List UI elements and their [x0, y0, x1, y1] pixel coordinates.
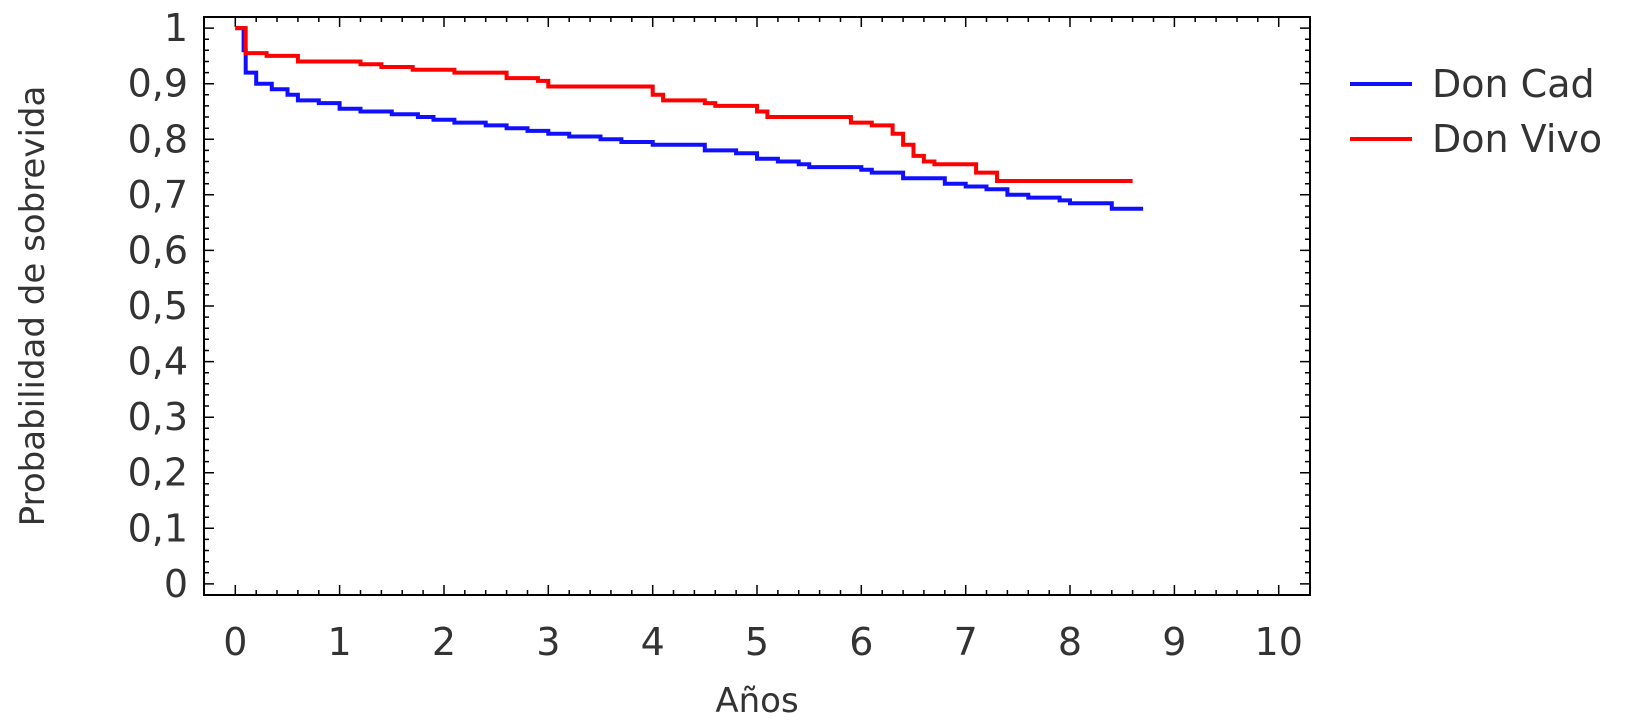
legend: Don Cad Don Vivo [1350, 62, 1602, 161]
x-tick-label: 4 [641, 620, 665, 664]
y-tick-label: 0,2 [128, 451, 188, 495]
x-tick-label: 0 [223, 620, 247, 664]
x-tick-label: 1 [328, 620, 352, 664]
y-tick-label: 0,3 [128, 395, 188, 439]
y-tick-label: 0,6 [128, 228, 188, 272]
y-tick-label: 0,5 [128, 284, 188, 328]
x-tick-label: 5 [745, 620, 769, 664]
x-tick-label: 2 [432, 620, 456, 664]
x-tick-labels: 0 1 2 3 4 5 6 7 8 9 10 [223, 620, 1303, 664]
y-tick-label: 0,7 [128, 173, 188, 217]
series-layer [235, 26, 1144, 211]
axis-tick-marks [204, 17, 1310, 595]
x-tick-label: 10 [1255, 620, 1303, 664]
x-tick-label: 9 [1162, 620, 1186, 664]
x-tick-label: 7 [954, 620, 978, 664]
y-tick-label: 0 [164, 562, 188, 606]
series-line-don-vivo [235, 26, 1133, 183]
series-line-don-cad [235, 26, 1144, 211]
y-tick-label: 0,8 [128, 117, 188, 161]
legend-label: Don Vivo [1432, 117, 1602, 161]
x-tick-label: 3 [536, 620, 560, 664]
legend-label: Don Cad [1432, 62, 1595, 106]
plot-frame [203, 16, 1311, 596]
x-tick-label: 6 [849, 620, 873, 664]
y-tick-label: 1 [164, 6, 188, 50]
y-axis-title: Probabilidad de sobrevida [13, 86, 53, 527]
y-tick-labels: 0 0,1 0,2 0,3 0,4 0,5 0,6 0,7 0,8 0,9 1 [128, 6, 188, 606]
y-tick-label: 0,4 [128, 340, 188, 384]
y-tick-label: 0,9 [128, 62, 188, 106]
x-axis-title: Años [715, 681, 798, 721]
x-tick-label: 8 [1058, 620, 1082, 664]
minor-ticks [204, 17, 1310, 595]
y-tick-label: 0,1 [128, 506, 188, 550]
